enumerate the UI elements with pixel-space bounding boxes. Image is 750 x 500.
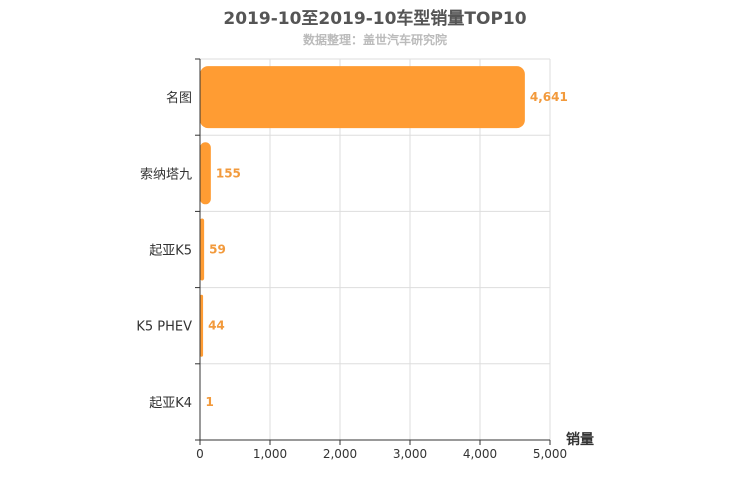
- x-tick-label: 1,000: [253, 447, 287, 461]
- category-label: 起亚K5: [149, 244, 192, 259]
- category-label: K5 PHEV: [136, 320, 192, 335]
- bar: [200, 142, 211, 205]
- category-label: 索纳塔九: [140, 167, 192, 182]
- category-label: 起亚K4: [149, 396, 192, 411]
- x-tick-label: 4,000: [463, 447, 497, 461]
- value-label: 155: [216, 166, 241, 180]
- bar: [200, 218, 205, 281]
- x-tick-label: 0: [196, 447, 204, 461]
- x-tick-label: 3,000: [393, 447, 427, 461]
- value-label: 1: [206, 395, 214, 409]
- bar: [200, 294, 204, 357]
- value-label: 44: [208, 319, 225, 333]
- chart-title: 2019-10至2019-10车型销量TOP10: [223, 9, 527, 29]
- x-tick-label: 2,000: [323, 447, 357, 461]
- value-label: 59: [209, 243, 226, 257]
- chart-subtitle: 数据整理：盖世汽车研究院: [302, 33, 447, 47]
- x-tick-label: 5,000: [533, 447, 567, 461]
- category-label: 名图: [166, 90, 192, 106]
- bar: [200, 66, 525, 129]
- bars: 4,641 155 59 44 1: [200, 66, 568, 433]
- x-axis-label: 销量: [566, 431, 594, 448]
- value-label: 4,641: [530, 90, 568, 104]
